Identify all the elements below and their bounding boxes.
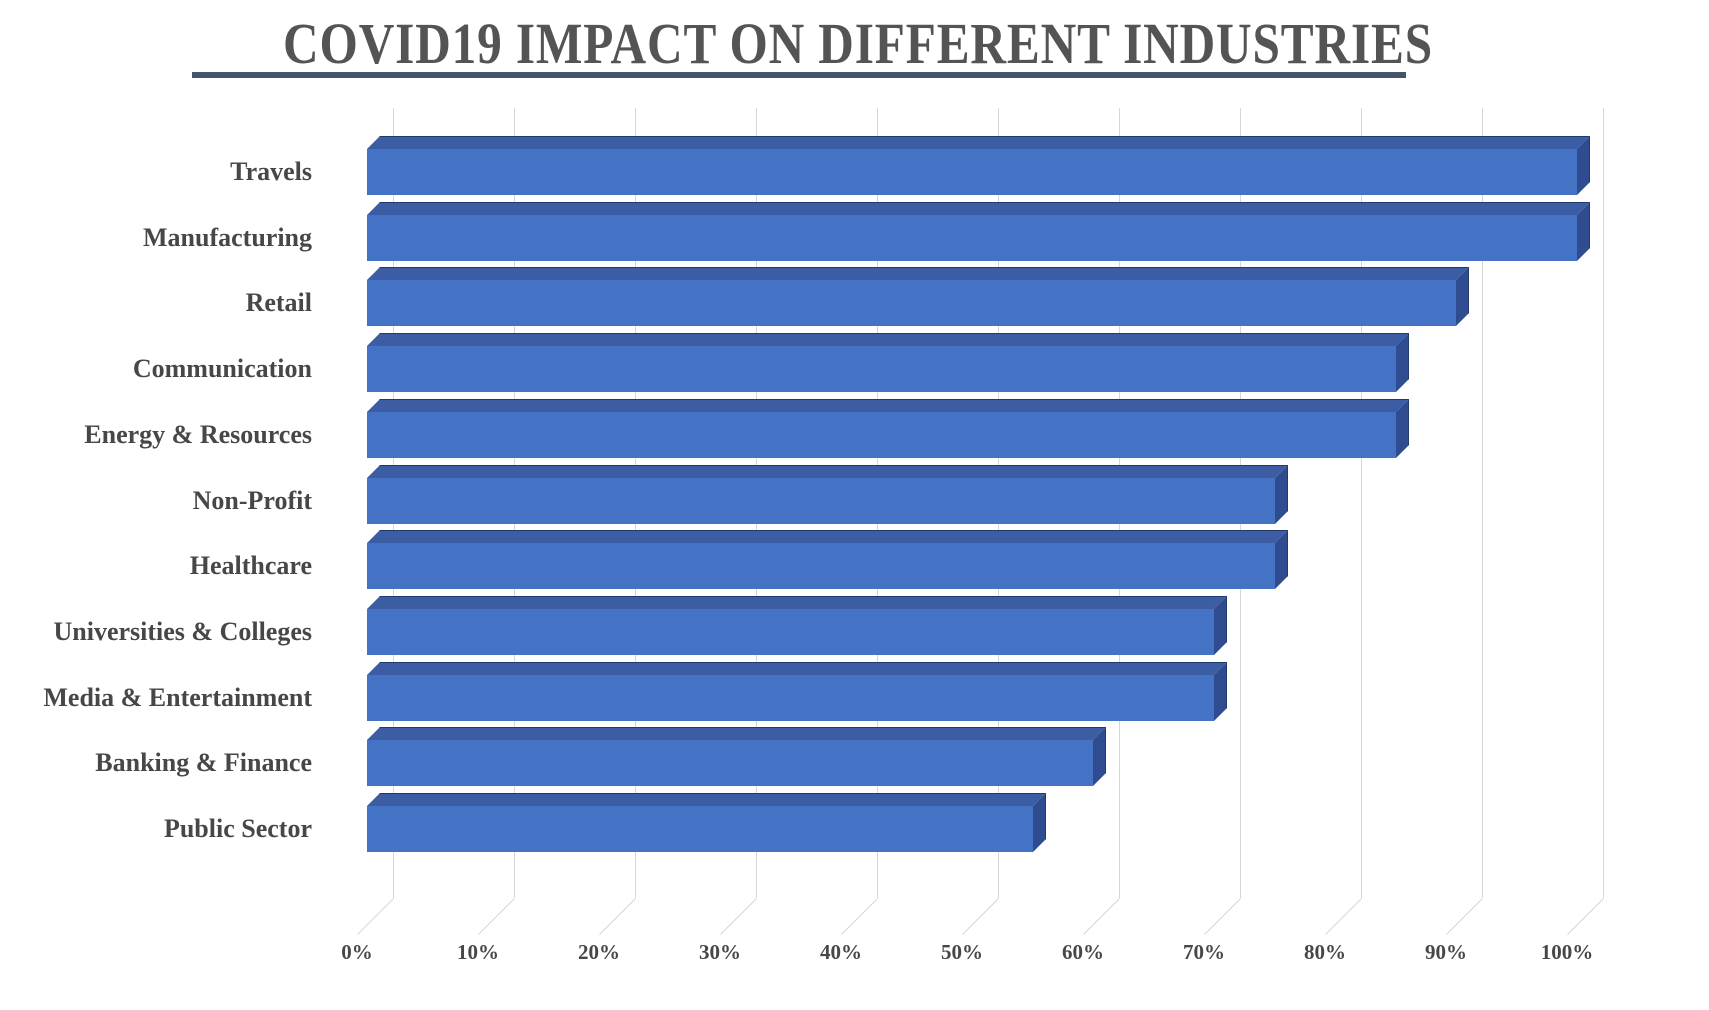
gridline-foot — [1083, 898, 1120, 935]
gridline-foot — [841, 898, 878, 935]
x-tick-label: 20% — [578, 940, 620, 964]
bar-front-face — [367, 477, 1275, 524]
gridline-foot — [357, 898, 394, 935]
x-tick-label: 10% — [457, 940, 499, 964]
gridline-foot — [1446, 898, 1483, 935]
title-underline — [192, 72, 1406, 78]
x-tick-label: 100% — [1540, 940, 1594, 964]
bar-top-face — [367, 398, 1409, 412]
category-label-communication: Communication — [132, 354, 312, 384]
x-tick-label: 30% — [699, 940, 741, 964]
bar-front-face — [367, 214, 1577, 261]
category-label-travels: Travels — [230, 157, 312, 186]
bar-top-face — [367, 793, 1046, 806]
bar-top-face — [367, 727, 1106, 741]
bar-front-face — [367, 806, 1033, 852]
bar-side-face — [1093, 727, 1106, 787]
bar-top-face — [367, 595, 1227, 609]
gridline-foot — [478, 898, 515, 935]
bar-top-face — [367, 530, 1288, 544]
gridline-foot — [1204, 898, 1241, 935]
bar-front-face — [367, 411, 1396, 458]
category-label-retail: Retail — [245, 288, 312, 318]
bar-top-face — [367, 464, 1288, 478]
bar-top-face — [367, 201, 1590, 215]
bar-top-face — [367, 333, 1409, 347]
bar-front-face — [367, 543, 1275, 590]
x-tick-label: 70% — [1183, 940, 1225, 964]
category-label-manufacturing: Manufacturing — [143, 222, 312, 252]
bar-front-face — [367, 149, 1577, 195]
gridline — [1482, 108, 1483, 898]
bar-front-face — [367, 740, 1093, 787]
x-tick-label: 50% — [941, 940, 983, 964]
bar-front-face — [367, 674, 1214, 721]
category-label-banking-finance: Banking & Finance — [95, 748, 312, 778]
bar-top-face — [367, 136, 1590, 149]
category-label-public-sector: Public Sector — [163, 814, 312, 843]
bar-front-face — [367, 280, 1456, 327]
category-label-media-entertainment: Media & Entertainment — [43, 682, 312, 712]
bar-front-face — [367, 608, 1214, 655]
gridline-foot — [962, 898, 999, 935]
x-tick-label: 0% — [341, 940, 373, 964]
category-label-universities-colleges: Universities & Colleges — [53, 616, 312, 646]
category-label-healthcare: Healthcare — [189, 551, 312, 581]
bar-top-face — [367, 267, 1469, 281]
gridline-foot — [599, 898, 636, 935]
gridline-foot — [1567, 898, 1604, 935]
gridline — [1603, 108, 1604, 898]
x-tick-label: 90% — [1425, 940, 1467, 964]
gridline-foot — [720, 898, 757, 935]
bar-top-face — [367, 661, 1227, 675]
category-label-energy-resources: Energy & Resources — [84, 419, 312, 449]
chart-title: COVID19 IMPACT ON DIFFERENT INDUSTRIES — [283, 11, 1433, 76]
x-tick-label: 60% — [1062, 940, 1104, 964]
bar-front-face — [367, 346, 1396, 393]
x-tick-label: 80% — [1304, 940, 1346, 964]
gridline — [1361, 108, 1362, 898]
gridline-foot — [1325, 898, 1362, 935]
x-tick-label: 40% — [820, 940, 862, 964]
category-label-non-profit: Non-Profit — [192, 485, 312, 515]
bar-side-face — [1456, 267, 1469, 327]
